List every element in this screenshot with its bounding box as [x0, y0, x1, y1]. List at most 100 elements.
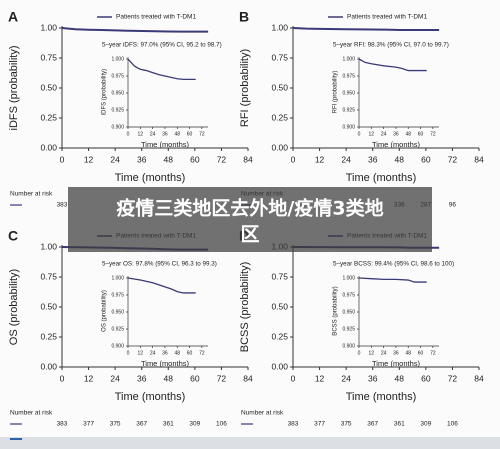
inset-y-tick-label: 0.900: [342, 124, 355, 130]
y-tick-label: 0.00: [40, 361, 57, 371]
risk-count: 377: [83, 421, 94, 428]
risk-count: 375: [110, 421, 121, 428]
risk-count: 309: [189, 421, 200, 428]
risk-count: 383: [288, 421, 299, 428]
y-axis-title: BCSS (probability): [239, 262, 251, 352]
inset-x-axis-title: Time (months): [141, 140, 190, 149]
x-tick-label: 48: [395, 154, 405, 164]
inset-x-tick-label: 72: [430, 131, 436, 137]
inset-y-tick-label: 0.975: [342, 73, 355, 79]
x-tick-label: 72: [217, 154, 227, 164]
x-tick-label: 72: [448, 373, 458, 383]
inset-y-tick-label: 0.925: [342, 326, 355, 332]
inset-y-tick-label: 0.950: [111, 90, 124, 96]
y-tick-label: 0.50: [271, 82, 288, 92]
risk-count: 377: [314, 421, 325, 428]
x-tick-label: 60: [421, 373, 431, 383]
inset-x-tick-label: 60: [418, 350, 424, 356]
inset-x-tick-label: 0: [127, 131, 130, 137]
inset-y-tick-label: 0.925: [111, 107, 124, 113]
inset-y-tick-label: 0.950: [342, 309, 355, 315]
inset-y-axis-title: BCSS (probability): [333, 286, 339, 335]
inset-y-axis-title: RFI (probability): [333, 71, 339, 114]
inset-y-tick-label: 0.975: [111, 73, 124, 79]
y-tick-label: 0.75: [40, 271, 57, 281]
x-tick-label: 36: [368, 373, 378, 383]
y-tick-label: 0.00: [271, 361, 288, 371]
footer-strip: [0, 437, 500, 449]
inset-x-tick-label: 60: [187, 350, 193, 356]
risk-count: 309: [420, 421, 431, 428]
inset-x-tick-label: 12: [369, 131, 375, 137]
inset-y-tick-label: 1.000: [342, 275, 355, 281]
survival-curve: [292, 27, 440, 32]
x-axis-title: Time (months): [346, 391, 417, 403]
x-tick-label: 60: [190, 373, 200, 383]
inset-x-tick-label: 36: [162, 131, 168, 137]
risk-count: 367: [367, 421, 378, 428]
inset-curve: [358, 58, 427, 72]
inset-x-tick-label: 0: [127, 350, 130, 356]
x-tick-label: 12: [84, 373, 94, 383]
inset-x-tick-label: 48: [405, 131, 411, 137]
x-tick-label: 84: [243, 373, 253, 383]
risk-count: 383: [57, 421, 68, 428]
risk-count: 96: [449, 202, 457, 209]
x-tick-label: 60: [421, 154, 431, 164]
inset-x-axis-title: Time (months): [372, 140, 421, 149]
risk-count: 375: [341, 421, 352, 428]
risk-count: 106: [447, 421, 458, 428]
x-axis-title: Time (months): [115, 391, 186, 403]
inset-x-tick-label: 12: [138, 131, 144, 137]
y-axis-title: RFI (probability): [239, 49, 251, 127]
risk-title: Number at risk: [10, 410, 53, 417]
panel-label: A: [8, 9, 18, 25]
inset-annotation: 5–year RFI: 98.3% (95% CI, 97.0 to 99.7): [333, 42, 449, 49]
x-tick-label: 0: [291, 373, 296, 383]
inset-y-tick-label: 1.000: [342, 56, 355, 62]
risk-count: 106: [216, 421, 227, 428]
inset-y-tick-label: 0.950: [111, 309, 124, 315]
inset-y-tick-label: 0.975: [342, 292, 355, 298]
x-tick-label: 72: [217, 373, 227, 383]
x-tick-label: 48: [164, 373, 174, 383]
x-tick-label: 84: [243, 154, 253, 164]
y-axis-title: iDFS (probability): [8, 46, 20, 131]
inset-curve: [358, 277, 427, 283]
inset-curve: [127, 58, 196, 81]
overlay-text: 疫情三类地区去外地/疫情3类地: [116, 197, 383, 220]
x-tick-label: 36: [137, 154, 147, 164]
inset-annotation: 5–year BCSS: 99.4% (95% CI, 98.6 to 100): [333, 261, 454, 268]
x-tick-label: 0: [291, 154, 296, 164]
panel-label: C: [8, 228, 18, 244]
inset-y-tick-label: 0.925: [342, 107, 355, 113]
x-tick-label: 12: [315, 373, 325, 383]
legend-label: Patients treated with T-DM1: [116, 14, 196, 21]
inset-x-tick-label: 36: [393, 131, 399, 137]
inset-x-tick-label: 48: [405, 350, 411, 356]
inset-y-tick-label: 0.925: [111, 326, 124, 332]
inset-y-tick-label: 0.975: [111, 292, 124, 298]
y-tick-label: 0.00: [40, 142, 57, 152]
y-tick-label: 0.25: [271, 112, 288, 122]
y-tick-label: 0.50: [40, 82, 57, 92]
inset-x-tick-label: 24: [381, 350, 387, 356]
y-tick-label: 0.00: [271, 142, 288, 152]
y-tick-label: 0.75: [271, 271, 288, 281]
x-tick-label: 12: [84, 154, 94, 164]
survival-curve: [61, 27, 209, 33]
inset-annotation: 5–year iDFS: 97.0% (95% CI, 95.2 to 98.7…: [102, 42, 222, 49]
y-tick-label: 0.25: [40, 112, 57, 122]
x-tick-label: 60: [190, 154, 200, 164]
x-axis-title: Time (months): [115, 172, 186, 184]
inset-x-tick-label: 0: [358, 131, 361, 137]
inset-x-tick-label: 72: [199, 350, 205, 356]
x-tick-label: 24: [110, 373, 120, 383]
x-tick-label: 84: [474, 373, 484, 383]
y-tick-label: 0.50: [271, 301, 288, 311]
inset-x-tick-label: 36: [393, 350, 399, 356]
inset-curve: [127, 277, 196, 294]
y-tick-label: 0.25: [271, 331, 288, 341]
inset-x-tick-label: 24: [150, 131, 156, 137]
